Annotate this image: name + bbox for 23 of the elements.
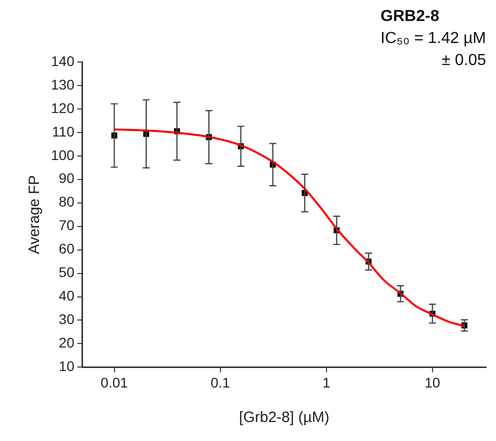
text: IC₅₀ = 1.42 µM [380,29,486,49]
y-tick-label: 30 [58,311,75,328]
y-tick-label: 10 [58,358,75,374]
x-tick-label: 10 [424,374,440,390]
y-tick-label: 20 [58,334,75,351]
y-tick-label: 60 [58,240,75,257]
y-tick-label: 90 [58,170,75,186]
x-tick-label: 0.1 [210,374,230,390]
y-tick-label: 100 [51,146,75,163]
y-tick-label: 80 [58,194,75,210]
y-tick-label: 130 [51,76,75,92]
chart-title: GRB2-8 [380,7,440,27]
y-tick-label: 140 [51,52,75,69]
y-tick-label: 50 [58,264,75,280]
y-tick-label: 110 [52,123,75,140]
y-tick-label: 120 [51,100,75,116]
y-tick-label: 70 [58,217,75,234]
annotation: ± 0.05 [440,51,486,71]
x-axis-title: [Grb2-8] (µM) [239,409,330,426]
y-axis-title: Average FP [26,175,44,254]
y-tick-label: 40 [58,288,75,304]
x-tick-label: 1 [322,374,330,390]
x-tick-label: 0.01 [100,374,128,390]
